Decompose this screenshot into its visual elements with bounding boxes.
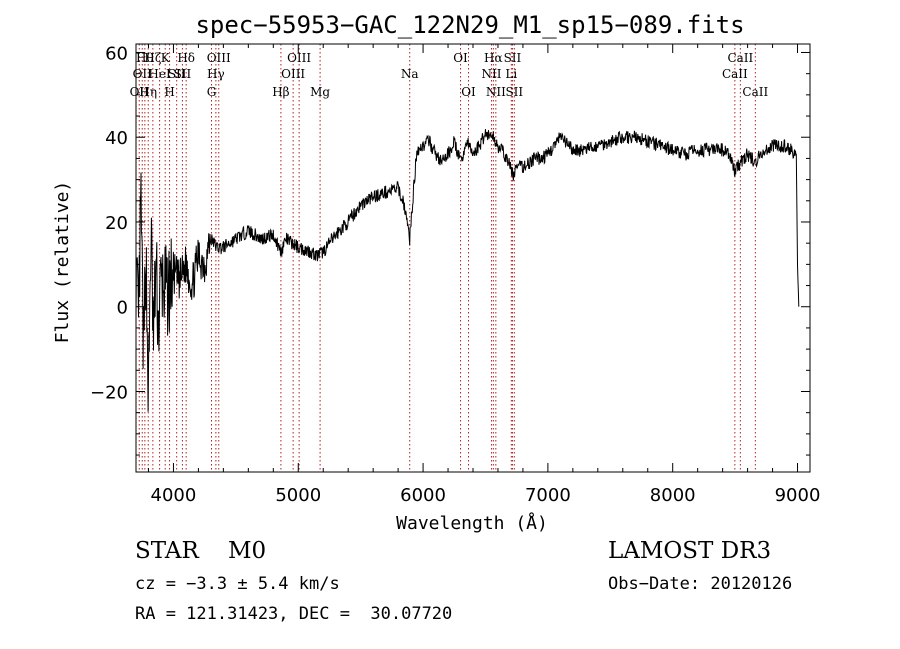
- x-tick-label-4: 8000: [650, 485, 696, 506]
- line-label-13: OIII: [207, 51, 231, 65]
- line-label-17: Mg: [310, 85, 330, 99]
- line-label-6: K: [161, 51, 171, 65]
- line-label-23: NII: [486, 85, 506, 99]
- line-label-18: Na: [401, 67, 419, 81]
- x-tick-label-2: 6000: [400, 485, 446, 506]
- y-tick-label-2: 20: [105, 213, 128, 234]
- spectral-line-labels: OIIOIIHθHηHζHeIKHSIISIIHδGHγOIIIHβOIIIOI…: [130, 51, 769, 99]
- line-label-15: OIII: [281, 67, 305, 81]
- y-tick-label-0: −20: [90, 382, 128, 403]
- line-label-25: SII: [504, 51, 522, 65]
- line-label-5: HeI: [148, 67, 171, 81]
- x-tick-label-0: 4000: [151, 485, 197, 506]
- line-label-20: OI: [461, 85, 476, 99]
- y-tick-label-3: 40: [105, 128, 128, 149]
- line-label-22: Hα: [484, 51, 503, 65]
- coordinates-text: RA = 121.31423, DEC = 30.07720: [135, 604, 453, 624]
- line-label-21: NII: [481, 67, 501, 81]
- spectral-line-markers: [138, 44, 756, 472]
- line-label-4: Hζ: [144, 51, 161, 65]
- line-label-0: OII: [130, 85, 150, 99]
- line-label-8: SII: [168, 67, 186, 81]
- line-label-28: CaII: [727, 51, 753, 65]
- y-axis-ticks: −20 0 20 40 60: [90, 43, 810, 456]
- line-label-7: H: [164, 85, 174, 99]
- line-label-3: Hη: [139, 85, 157, 99]
- obs-date-text: Obs−Date: 20120126: [608, 574, 793, 594]
- line-label-10: Hδ: [177, 51, 195, 65]
- survey-label: LAMOST DR3: [608, 538, 772, 564]
- chart-title: spec−55953−GAC_122N29_M1_sp15−089.fits: [195, 11, 744, 39]
- x-tick-label-3: 7000: [525, 485, 571, 506]
- spectrum-series-line: [135, 129, 800, 412]
- x-axis-label: Wavelength (Å): [396, 512, 548, 534]
- line-label-27: CaII: [722, 67, 748, 81]
- line-label-11: G: [207, 85, 217, 99]
- line-label-1: OII: [133, 67, 153, 81]
- line-label-9: SII: [174, 67, 192, 81]
- classification-text: STAR M0: [135, 538, 267, 564]
- x-tick-label-1: 5000: [275, 485, 321, 506]
- y-tick-label-1: 0: [117, 298, 128, 319]
- line-label-19: OI: [453, 51, 468, 65]
- line-label-12: Hγ: [207, 67, 225, 81]
- line-label-29: CaII: [742, 85, 768, 99]
- line-label-24: Li: [505, 67, 517, 81]
- x-axis-ticks: 4000 5000 6000 7000 8000 9000: [147, 44, 821, 506]
- x-tick-label-5: 9000: [775, 485, 821, 506]
- line-label-26: SII: [505, 85, 523, 99]
- line-label-2: Hθ: [136, 51, 154, 65]
- line-label-14: Hβ: [272, 85, 289, 99]
- line-label-16: OIII: [287, 51, 311, 65]
- plot-frame: [135, 43, 811, 473]
- y-axis-label: Flux (relative): [52, 181, 73, 344]
- redshift-text: cz = −3.3 ± 5.4 km/s: [135, 574, 340, 594]
- y-tick-label-4: 60: [105, 43, 128, 64]
